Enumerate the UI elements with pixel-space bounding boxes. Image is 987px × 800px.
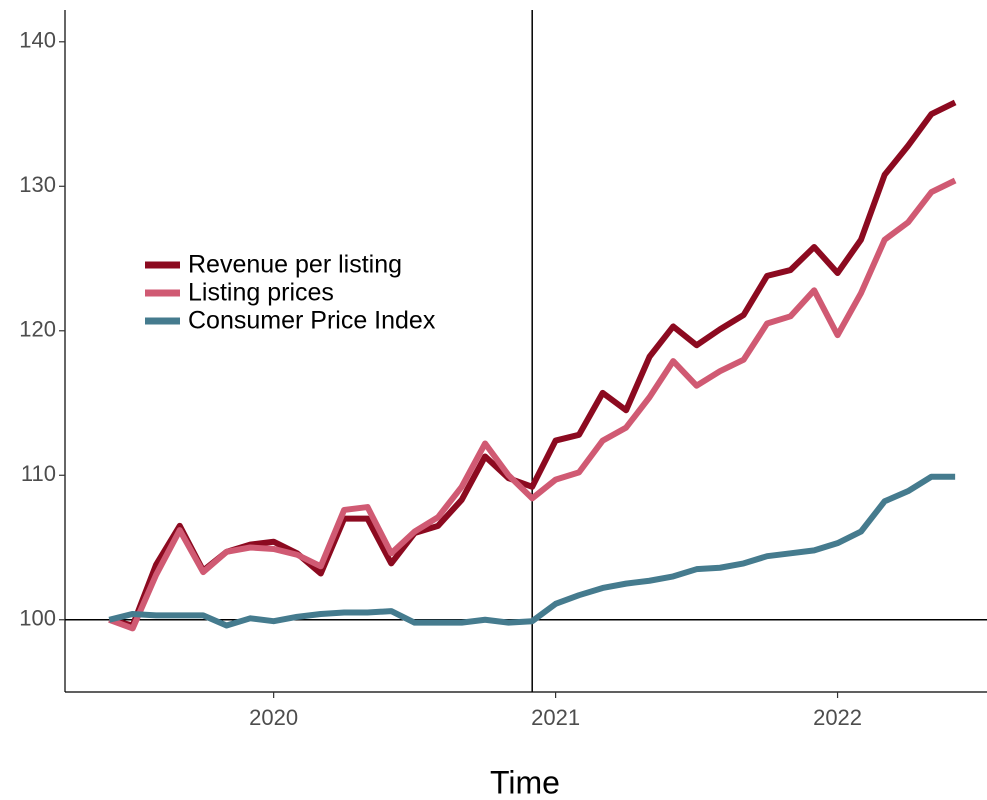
y-tick-label: 100 (19, 606, 56, 631)
legend-label: Consumer Price Index (188, 307, 436, 335)
series-line (108, 473, 956, 629)
y-tick-label: 110 (21, 461, 56, 486)
x-tick-label: 2021 (531, 705, 580, 730)
legend-label: Revenue per listing (188, 251, 402, 279)
x-tick-label: 2020 (249, 705, 298, 730)
legend-label: Listing prices (188, 279, 334, 307)
series-line (108, 177, 957, 632)
y-tick-label: 120 (19, 317, 56, 342)
x-axis-label: Time (490, 764, 560, 800)
y-tick-label: 130 (19, 172, 56, 197)
x-tick-label: 2022 (813, 705, 862, 730)
y-tick-label: 140 (19, 28, 56, 53)
